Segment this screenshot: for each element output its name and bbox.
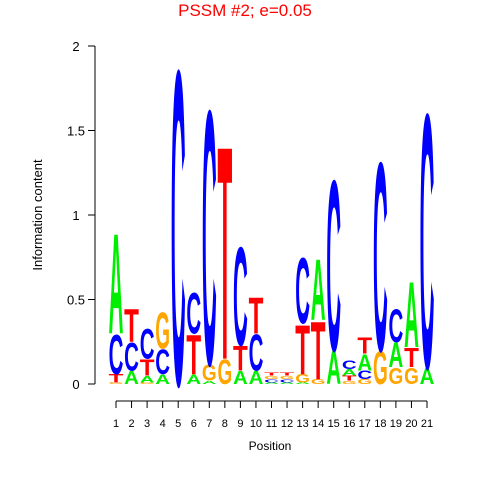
logo-letter: A [357,349,372,375]
x-tick-label: 12 [281,418,293,430]
logo-letter: T [357,333,372,359]
logo-letter: C [124,335,139,380]
x-tick-label: 17 [359,418,371,430]
x-tick-label: 19 [390,418,402,430]
logo-letter: T [124,299,139,352]
x-tick-label: 10 [250,418,262,430]
logo-letter: A [233,367,248,388]
logo-letter: G [264,375,279,380]
y-tick-label: 0.5 [67,293,85,308]
x-tick-label: 9 [237,418,243,430]
logo-letter: A [186,371,201,387]
logo-letter: G [155,302,170,360]
logo-letter: G [373,341,388,394]
x-tick-label: 6 [191,418,197,430]
logo-letter: A [249,367,264,388]
logo-letter: A [295,382,310,385]
logo-letter: T [186,324,201,386]
logo-letter: G [404,363,419,389]
logo-letter: A [404,262,419,368]
logo-letter: A [326,341,341,394]
x-tick-label: 1 [113,418,119,430]
x-tick-label: 16 [343,418,355,430]
logo-letter: A [264,382,279,385]
x-axis-title: Position [249,439,292,453]
logo-letter: A [311,241,326,338]
logo-letter: T [342,374,357,382]
logo-letter: C [373,108,388,409]
logo-letter: G [295,372,310,385]
logo-letter: A [202,380,217,385]
logo-letter: C [249,324,264,382]
x-tick-label: 3 [144,418,150,430]
logo-letter: C [389,299,404,352]
logo-letter: T [217,83,232,424]
logo-letter: A [140,374,155,384]
logo-letter: G [202,360,217,386]
logo-letter: G [389,363,404,389]
logo-letter: T [140,355,155,381]
y-axis-title: Information content [30,159,45,271]
x-tick-label: 13 [296,418,308,430]
logo-letter: C [140,321,155,368]
logo-letter: G [109,382,124,385]
logo-letter: C [186,281,201,346]
logo-letter: C [420,37,435,445]
logo-letter: T [109,372,124,385]
x-tick-label: 15 [328,418,340,430]
x-tick-label: 5 [175,418,181,430]
logo-letter: C [357,369,372,382]
logo-letter: G [311,378,326,386]
chart-title: PSSM #2; e=0.05 [178,1,312,20]
y-tick-label: 0 [72,377,79,392]
logo-letter: C [202,34,217,442]
logo-letter: C [233,217,248,375]
logo-letter: A [124,367,139,388]
x-tick-label: 18 [374,418,386,430]
logo-letter: A [155,371,170,387]
logo-letter: G [342,380,357,385]
x-tick-label: 8 [222,418,228,430]
logo-letter: A [389,335,404,374]
y-tick-label: 2 [72,39,79,54]
logo-letter: C [280,378,295,383]
x-tick-label: 11 [266,418,277,430]
logo-letter: G [140,382,155,385]
logo-letter: C [264,378,279,383]
x-tick-label: 2 [128,418,134,430]
logo-letter: A [342,367,357,377]
logo-letter: A [420,363,435,389]
logo-letter: G [357,378,372,386]
logo-letter: C [342,358,357,371]
logo-letter: T [311,305,326,397]
x-tick-label: 14 [312,418,324,430]
logo-letter: C [295,238,310,344]
logo-letter: T [280,371,295,376]
logo-letter: T [295,311,310,389]
y-tick-label: 1.5 [67,124,85,139]
logo-letter: C [171,0,186,480]
logo-letter: C [109,324,124,386]
x-tick-label: 7 [206,418,212,430]
logo-letter: T [404,341,419,373]
logo-letter: T [233,339,248,378]
logo-letter: G [217,352,232,391]
x-tick-label: 20 [405,418,417,430]
x-tick-label: 4 [160,418,166,430]
logo-letter: A [280,382,295,385]
logo-letter: G [280,375,295,380]
logo-letter: C [326,129,341,403]
logo-letter: T [264,371,279,376]
x-tick-label: 21 [421,418,433,430]
logo-letter: T [249,287,264,345]
logo-letter: A [109,205,124,365]
logo-letter: C [155,342,170,381]
y-tick-label: 1 [72,208,79,223]
